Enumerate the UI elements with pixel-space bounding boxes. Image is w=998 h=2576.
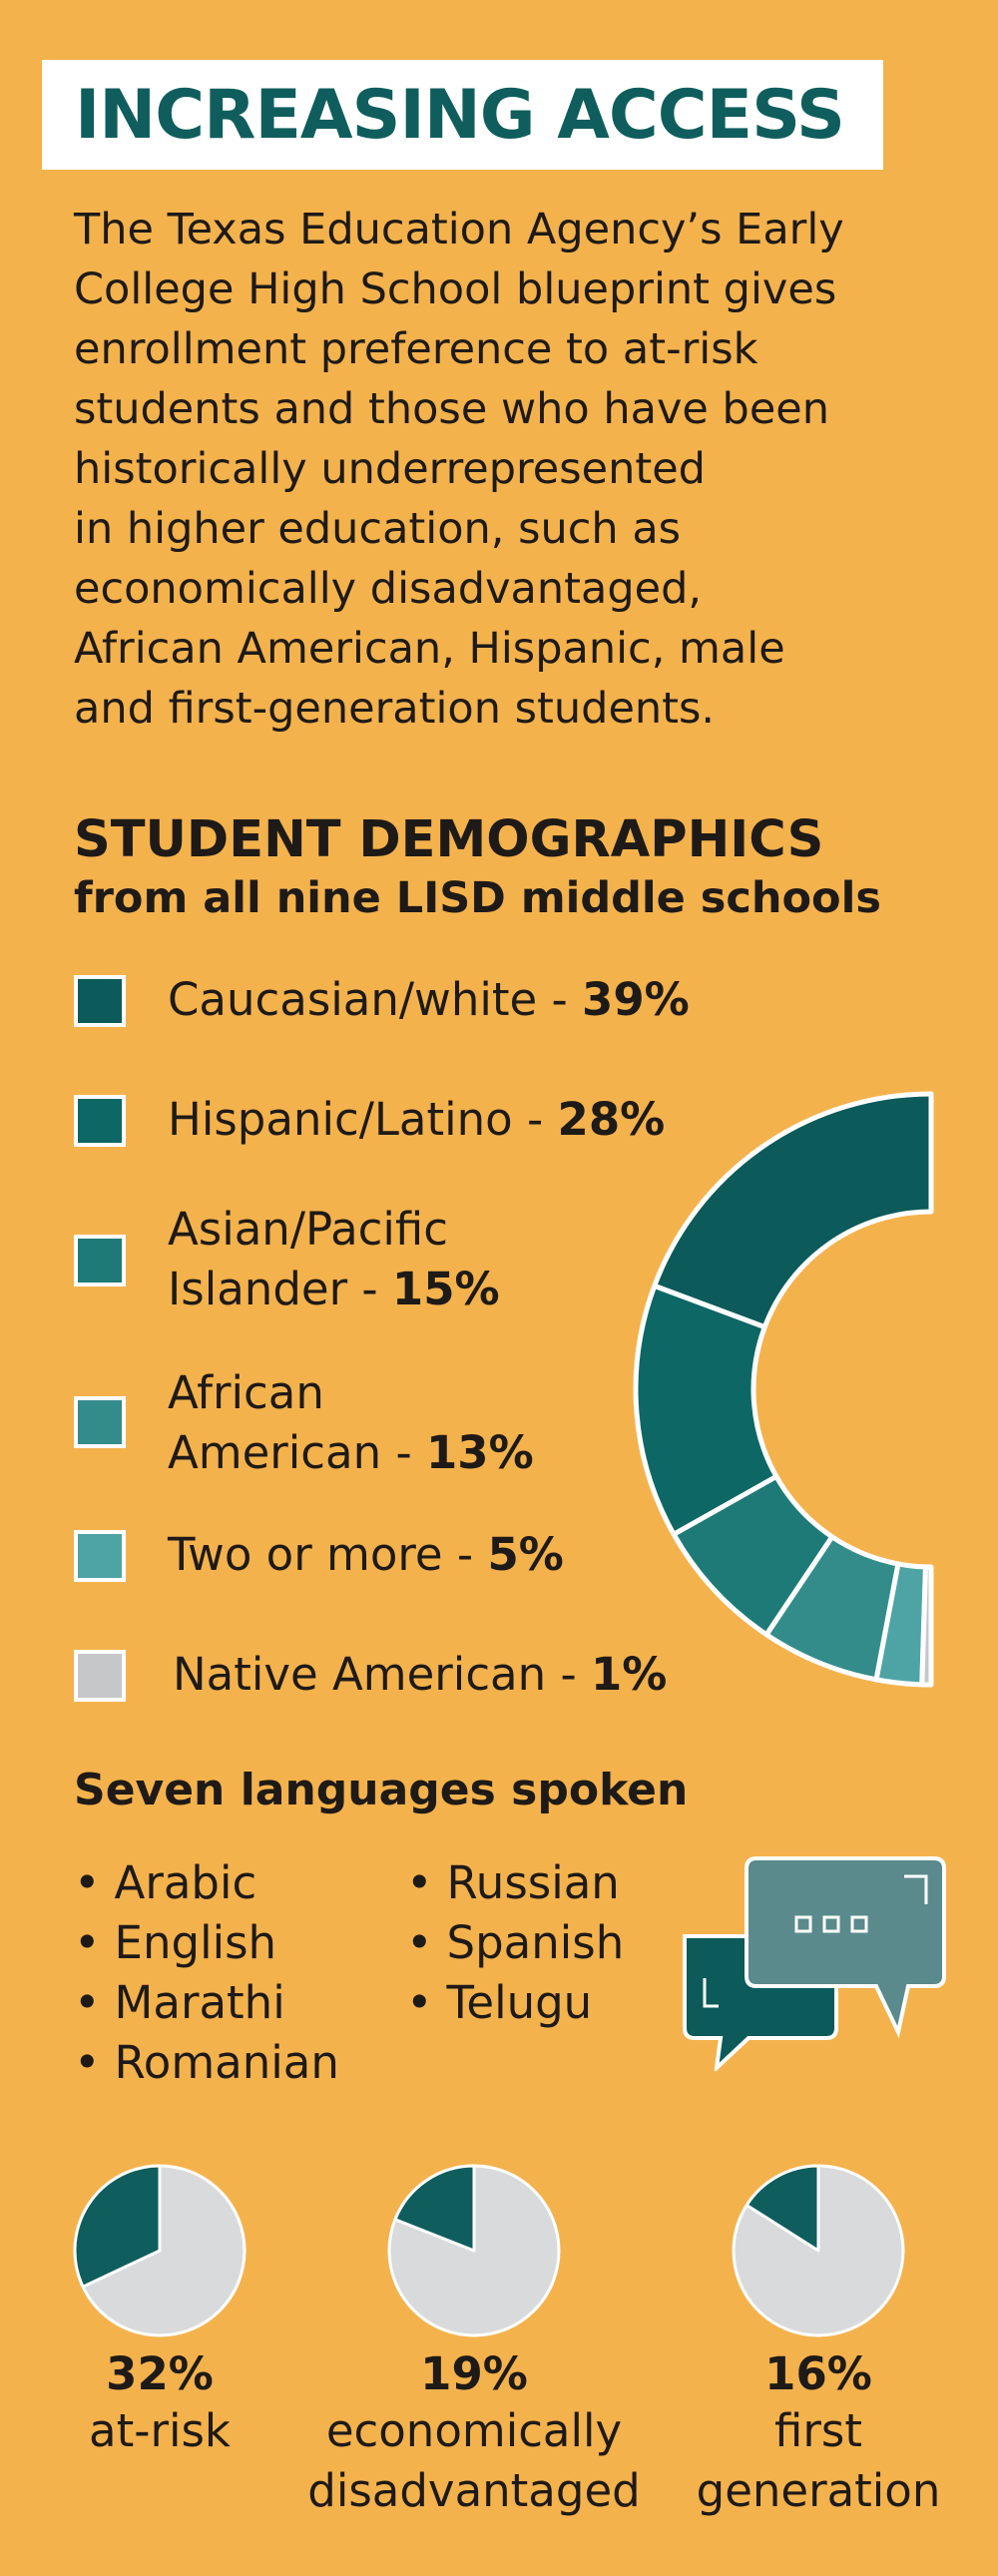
bullet: • (406, 1856, 433, 1909)
intro-paragraph: The Texas Education Agency’s Early Colleg… (74, 200, 932, 739)
stat-label-line: generation (696, 2464, 941, 2517)
chat-bubbles-icon (683, 1856, 946, 2071)
legend-label-text: African (168, 1366, 324, 1419)
legend-label: Caucasian/white - 39% (168, 970, 690, 1030)
legend-label: Two or more - 5% (168, 1525, 564, 1585)
language-name: Romanian (114, 2036, 339, 2089)
language-name: Telugu (446, 1976, 593, 2029)
donut-slice (652, 1091, 934, 1330)
pie-wedge (73, 2164, 162, 2289)
intro-line: African American, Hispanic, male (74, 624, 785, 674)
language-name: Arabic (114, 1856, 257, 1909)
legend-label-text: Native American - (173, 1648, 591, 1701)
legend-label: Native American - 1% (173, 1645, 667, 1705)
bullet: • (74, 1916, 101, 1969)
language-name: Russian (446, 1856, 620, 1909)
legend-label: Asian/Pacific Islander - 15% (168, 1200, 500, 1319)
pie-wedge (745, 2164, 820, 2253)
pie-wedge (393, 2164, 476, 2253)
legend-label: African American - 13% (168, 1363, 534, 1483)
demographics-subheading: from all nine LISD middle schools (74, 873, 881, 923)
stat-pie (73, 2164, 247, 2337)
stat-percent: 32% (106, 2347, 214, 2400)
stat-label-line: at-risk (89, 2404, 231, 2457)
stat-label-line: economically (325, 2404, 623, 2457)
demographics-heading: STUDENT DEMOGRAPHICS (74, 810, 824, 869)
legend-value: 39% (582, 973, 690, 1026)
stat-pie (732, 2164, 905, 2337)
stat-percent: 16% (764, 2347, 872, 2400)
stat-pie (387, 2164, 561, 2337)
legend-value: 5% (487, 1528, 564, 1581)
language-name: English (114, 1916, 277, 1969)
language-item: • Spanish (406, 1916, 624, 1969)
chat-bubble-back (745, 1856, 946, 2039)
language-item: • Telugu (406, 1976, 592, 2029)
legend-label-text: American - (168, 1426, 426, 1479)
intro-line: students and those who have been (74, 384, 829, 434)
intro-line: historically underrepresented (74, 444, 706, 494)
language-item: • English (74, 1916, 276, 1969)
title-box (42, 60, 883, 170)
legend-label: Hispanic/Latino - 28% (168, 1090, 665, 1150)
stat-percent: 19% (420, 2347, 528, 2400)
bullet: • (74, 1856, 101, 1909)
legend-label-text: Caucasian/white - (168, 973, 583, 1026)
legend-swatch (74, 1396, 126, 1448)
stat-label: at-risk (0, 2401, 329, 2461)
language-name: Spanish (446, 1916, 625, 1969)
stat-label: economically disadvantaged (304, 2401, 644, 2521)
stat-label: first generation (649, 2401, 988, 2521)
legend-label-text: Islander - (168, 1263, 392, 1315)
bullet: • (406, 1976, 433, 2029)
intro-line: and first-generation students. (74, 684, 716, 734)
bullet: • (406, 1916, 433, 1969)
demographics-donut-chart (633, 1091, 934, 1688)
language-item: • Marathi (74, 1976, 285, 2029)
language-item: • Arabic (74, 1856, 256, 1909)
stat-label-line: first (774, 2404, 862, 2457)
intro-line: in higher education, such as (74, 504, 682, 554)
legend-label-text: Hispanic/Latino - (168, 1093, 558, 1146)
languages-heading: Seven languages spoken (74, 1765, 689, 1815)
legend-swatch (74, 1095, 126, 1147)
donut-slice (919, 1564, 934, 1688)
language-item: • Russian (406, 1856, 620, 1909)
intro-line: The Texas Education Agency’s Early (74, 205, 844, 255)
language-name: Marathi (114, 1976, 285, 2029)
legend-label-text: Asian/Pacific (168, 1203, 449, 1256)
intro-line: College High School blueprint gives (74, 264, 837, 314)
language-item: • Romanian (74, 2036, 339, 2089)
legend-value: 28% (557, 1093, 666, 1146)
bullet: • (74, 2036, 101, 2089)
legend-swatch (74, 1235, 126, 1287)
bullet: • (74, 1976, 101, 2029)
legend-value: 13% (426, 1426, 534, 1479)
stat-label-line: disadvantaged (307, 2464, 641, 2517)
intro-line: economically disadvantaged, (74, 564, 703, 614)
legend-value: 1% (591, 1648, 668, 1701)
legend-swatch (74, 1530, 126, 1582)
legend-swatch (74, 975, 126, 1027)
legend-label-text: Two or more - (168, 1528, 488, 1581)
page-title: INCREASING ACCESS (75, 76, 845, 155)
legend-value: 15% (391, 1263, 500, 1315)
legend-swatch (74, 1650, 126, 1702)
intro-line: enrollment preference to at-risk (74, 324, 758, 374)
